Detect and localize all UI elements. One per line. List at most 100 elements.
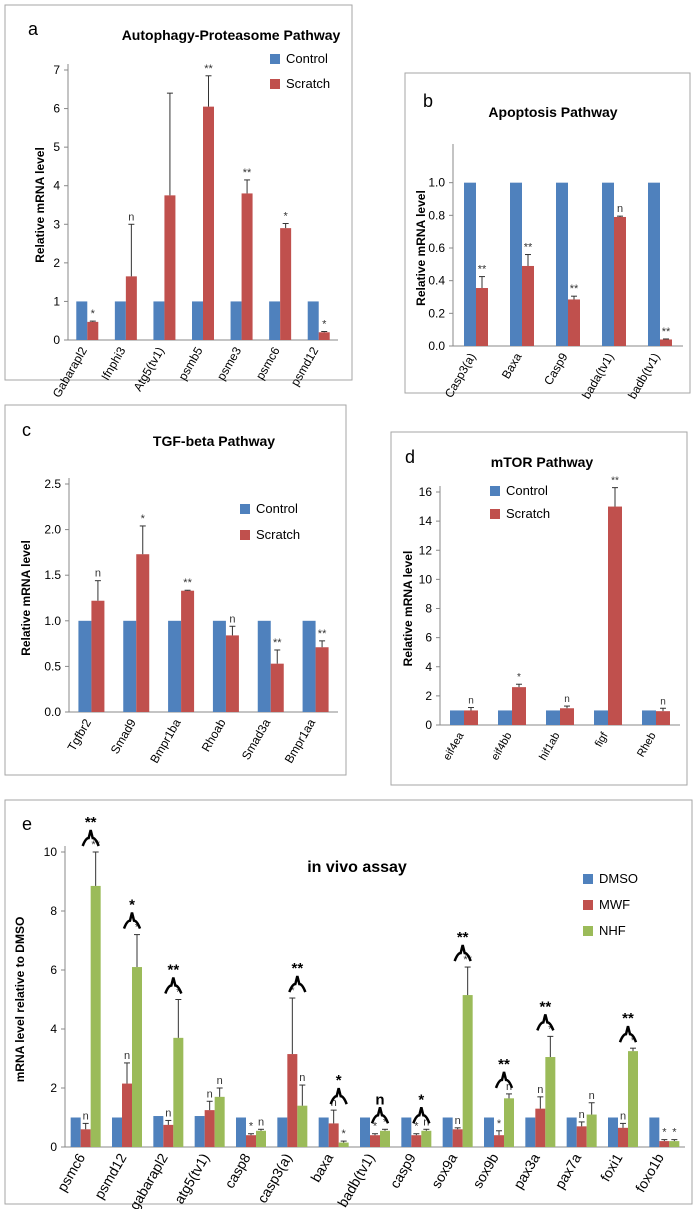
panel-c: c TGF-beta Pathway 0.0 0.5 1.0 1.5 2.0 2.5 Rel… bbox=[4, 404, 347, 776]
bar bbox=[241, 193, 253, 340]
category-label: eif4ea bbox=[441, 730, 467, 763]
bar bbox=[153, 301, 165, 340]
comparison-bracket bbox=[164, 977, 183, 994]
legend-label: Control bbox=[506, 483, 548, 498]
significance-label: n bbox=[124, 1050, 130, 1062]
panel-a-title: Autophagy-Proteasome Pathway bbox=[122, 27, 341, 43]
panel-e-frame bbox=[4, 799, 693, 1205]
significance-label: n bbox=[455, 1115, 461, 1127]
bar bbox=[287, 1054, 298, 1147]
significance-label: * bbox=[322, 319, 327, 331]
bar bbox=[535, 1108, 546, 1147]
bar bbox=[328, 1123, 339, 1147]
bar bbox=[512, 687, 526, 725]
category-label: psmd12 bbox=[91, 1150, 130, 1201]
y-tick-label: 8 bbox=[425, 602, 432, 616]
significance-label: * bbox=[672, 1127, 677, 1139]
category-label: Rhoab bbox=[199, 716, 229, 754]
significance-label: * bbox=[141, 513, 146, 525]
bar bbox=[659, 1141, 670, 1147]
y-tick-label: 2.0 bbox=[44, 523, 61, 537]
bar bbox=[586, 1114, 597, 1147]
bar bbox=[225, 635, 239, 712]
legend-swatch bbox=[583, 874, 593, 884]
significance-label: n bbox=[423, 1116, 429, 1128]
panel-b-frame bbox=[404, 72, 691, 394]
bar bbox=[122, 1083, 132, 1147]
panel-a: a Autophagy-Proteasome Pathway 0 1 2 3 4 5 6 7 R… bbox=[4, 4, 353, 400]
y-tick-label: 4 bbox=[53, 179, 60, 193]
bar bbox=[525, 1117, 536, 1147]
category-label: Rheb bbox=[635, 731, 659, 760]
panel-d: d mTOR Pathway 0 2 4 6 8 10 12 14 16 Relative mRN… bbox=[390, 431, 688, 786]
significance-label: n bbox=[229, 613, 235, 625]
y-axis-label: Relative mRNA level bbox=[414, 190, 428, 306]
bar bbox=[546, 710, 560, 725]
legend-swatch bbox=[583, 900, 593, 910]
bracket-label: ** bbox=[85, 814, 97, 831]
bar bbox=[618, 1127, 628, 1147]
bar bbox=[545, 1057, 556, 1147]
legend-label: Control bbox=[286, 51, 328, 66]
y-tick-label: 6 bbox=[425, 631, 432, 645]
bar bbox=[297, 1105, 308, 1147]
category-label: psmb5 bbox=[175, 344, 205, 382]
significance-label: * bbox=[342, 1128, 347, 1140]
category-label: psmd12 bbox=[288, 344, 322, 388]
y-tick-label: 1 bbox=[53, 294, 60, 308]
bar bbox=[136, 554, 150, 712]
category-label: figf bbox=[593, 730, 611, 750]
y-tick-label: 0.8 bbox=[428, 208, 445, 222]
bar bbox=[594, 710, 608, 725]
bar bbox=[442, 1117, 453, 1147]
y-tick-label: 4 bbox=[50, 1022, 57, 1036]
bar bbox=[87, 321, 99, 340]
legend-swatch bbox=[240, 504, 250, 514]
panel-d-frame bbox=[390, 431, 688, 786]
bar bbox=[648, 182, 660, 346]
y-tick-label: 2 bbox=[425, 689, 432, 703]
bar bbox=[628, 1051, 638, 1147]
significance-label: * bbox=[662, 1127, 667, 1139]
significance-label: n bbox=[331, 1097, 337, 1109]
y-tick-label: 4 bbox=[425, 660, 432, 674]
y-tick-label: 0.0 bbox=[428, 339, 445, 353]
y-tick-label: 2.5 bbox=[44, 477, 61, 491]
bar bbox=[132, 967, 142, 1147]
significance-label: ** bbox=[243, 167, 252, 179]
y-tick-label: 0.5 bbox=[44, 659, 61, 673]
y-tick-label: 16 bbox=[419, 485, 433, 499]
significance-label: n bbox=[660, 696, 666, 707]
bracket-label: n bbox=[375, 1091, 384, 1108]
panel-c-frame bbox=[4, 404, 347, 776]
category-label: sox9b bbox=[469, 1150, 502, 1191]
legend-swatch bbox=[240, 530, 250, 540]
panel-d-plot: 0 2 4 6 8 10 12 14 16 Relative mRNA level n eif4ea *… bbox=[401, 476, 680, 763]
bar bbox=[421, 1130, 432, 1147]
significance-label: * bbox=[290, 985, 295, 997]
bar bbox=[173, 1037, 184, 1147]
bar bbox=[656, 711, 670, 725]
bar bbox=[568, 299, 580, 346]
comparison-bracket bbox=[329, 1087, 348, 1105]
significance-label: ** bbox=[91, 839, 100, 851]
panel-e-letter: e bbox=[22, 814, 32, 834]
significance-label: * bbox=[284, 211, 289, 223]
category-label: casp9 bbox=[386, 1150, 419, 1191]
bar bbox=[277, 1117, 288, 1147]
significance-label: ** bbox=[463, 954, 472, 966]
significance-label: n bbox=[128, 211, 134, 223]
comparison-bracket bbox=[81, 829, 100, 847]
bar bbox=[338, 1142, 349, 1147]
bar bbox=[280, 228, 292, 340]
bar bbox=[642, 710, 656, 725]
category-label: baxa bbox=[307, 1150, 336, 1184]
significance-label: * bbox=[135, 922, 140, 934]
y-tick-label: 12 bbox=[419, 543, 433, 557]
category-label: Bmpr1ba bbox=[147, 716, 184, 765]
bar bbox=[576, 1126, 587, 1147]
y-tick-label: 5 bbox=[53, 140, 60, 154]
bar bbox=[194, 1116, 205, 1147]
y-axis-label: Relative mRNA level bbox=[19, 540, 33, 656]
